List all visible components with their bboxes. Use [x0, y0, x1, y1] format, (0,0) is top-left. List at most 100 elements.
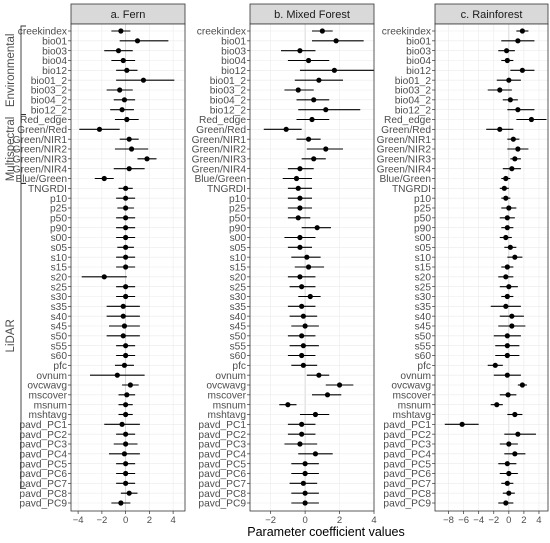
coefficient-point	[123, 284, 129, 290]
y-tick-label: s45	[230, 322, 247, 333]
coefficient-point	[503, 274, 509, 280]
coefficient-point	[124, 392, 130, 398]
group-label: Multispectral	[5, 117, 17, 182]
y-tick-label: s40	[51, 312, 68, 323]
coefficient-point	[123, 431, 129, 437]
coefficient-point	[123, 461, 129, 467]
coefficient-point	[121, 97, 128, 103]
bracket-line	[20, 182, 26, 489]
y-tick-label: Red_edge	[20, 115, 67, 126]
coefficient-point	[497, 87, 503, 93]
coefficient-point	[123, 293, 129, 300]
y-tick-label: bio01	[406, 36, 431, 47]
y-tick-label: bio01_2	[210, 76, 247, 87]
coefficient-point	[126, 490, 132, 496]
coefficient-point	[114, 372, 120, 378]
y-tick-label: Red_edge	[199, 115, 246, 126]
y-tick-label: pavd_PC6	[383, 469, 431, 480]
y-tick-label: s25	[415, 282, 432, 293]
y-tick-label: ovnum	[400, 371, 431, 382]
y-tick-label: pavd_PC4	[198, 449, 246, 460]
y-tick-label: Green/NIR2	[192, 145, 247, 156]
coefficient-point	[515, 107, 521, 113]
coefficient-point	[300, 313, 306, 319]
y-tick-label: bio03	[221, 46, 246, 57]
coefficient-point	[512, 411, 518, 418]
y-tick-label: Green/Red	[17, 125, 67, 136]
coefficient-point	[283, 126, 289, 132]
coefficient-point	[494, 402, 500, 408]
y-tick-label: pavd_PC4	[19, 449, 67, 460]
coefficient-point	[314, 225, 320, 231]
coefficient-point	[323, 146, 329, 152]
y-tick-label: bio03_2	[395, 86, 432, 97]
y-tick-label: s20	[415, 272, 432, 283]
y-tick-label: bio01_2	[395, 76, 432, 87]
coefficient-point	[504, 293, 510, 300]
coefficient-point	[505, 392, 511, 398]
coefficient-point	[504, 352, 510, 359]
coefficient-point	[300, 343, 306, 349]
coefficient-point	[319, 28, 325, 34]
coefficient-point	[459, 421, 465, 427]
y-tick-label: p25	[229, 204, 246, 215]
coefficient-point	[120, 303, 126, 309]
coefficient-point	[506, 205, 512, 211]
x-tick-label: 4	[536, 515, 541, 526]
coefficient-point	[302, 323, 308, 329]
x-tick-label: −8	[443, 515, 454, 526]
coefficient-point	[297, 166, 303, 172]
y-tick-label: p50	[414, 213, 431, 224]
coefficient-point	[124, 67, 130, 73]
panel-background	[435, 24, 548, 511]
y-tick-label: pavd_PC3	[383, 440, 431, 451]
y-tick-label: bio04_2	[210, 95, 247, 106]
coefficient-point	[512, 254, 518, 260]
x-tick-label: 4	[371, 515, 376, 526]
y-tick-label: bio12	[406, 66, 431, 77]
coefficient-point	[503, 303, 509, 309]
coefficient-point	[121, 451, 128, 457]
coefficient-point	[302, 461, 308, 467]
y-tick-label: bio03_2	[210, 86, 247, 97]
coefficient-point	[295, 185, 301, 191]
x-tick-label: −4	[473, 515, 484, 526]
coefficient-point	[123, 441, 129, 447]
coefficient-point	[123, 470, 129, 477]
coefficient-point	[504, 57, 510, 64]
y-tick-label: Blue/Green	[194, 174, 246, 185]
y-tick-label: s50	[415, 331, 432, 342]
y-tick-label: s55	[230, 341, 247, 352]
coefficient-point	[302, 500, 308, 506]
y-tick-label: pavd_PC2	[383, 430, 431, 441]
coefficient-point	[331, 67, 337, 73]
y-tick-label: bio03	[406, 46, 431, 57]
facet-title: c. Rainforest	[461, 9, 523, 21]
y-tick-label: mshtavg	[207, 410, 246, 421]
y-tick-label: pavd_PC8	[198, 489, 246, 500]
coefficient-point	[123, 225, 129, 231]
y-tick-label: pavd_PC7	[198, 479, 246, 490]
coefficient-point	[299, 352, 305, 359]
y-tick-label: pavd_PC6	[198, 469, 246, 480]
y-tick-label: s15	[415, 263, 432, 274]
coefficient-point	[504, 215, 510, 221]
x-tick-label: 0	[123, 515, 128, 526]
coefficient-point	[512, 156, 518, 162]
y-tick-label: Blue/Green	[379, 174, 431, 185]
coefficient-point	[123, 254, 129, 260]
coefficient-point	[519, 28, 525, 34]
facet-panel: b. Mixed Forestcreekindexbio01bio03bio04…	[192, 3, 377, 526]
y-tick-label: msnum	[398, 400, 431, 411]
y-tick-label: msnum	[213, 400, 246, 411]
y-tick-label: p90	[50, 223, 67, 234]
y-tick-label: bio12_2	[31, 105, 68, 116]
y-tick-label: ovcwavg	[206, 381, 246, 392]
coefficient-point	[302, 490, 308, 496]
y-tick-label: TNGRDI	[28, 184, 67, 195]
coefficient-point	[312, 411, 319, 418]
y-tick-label: creekindex	[382, 27, 431, 38]
coefficient-point	[293, 175, 300, 182]
y-tick-label: Green/NIR1	[192, 135, 247, 146]
coefficient-point	[311, 156, 317, 162]
